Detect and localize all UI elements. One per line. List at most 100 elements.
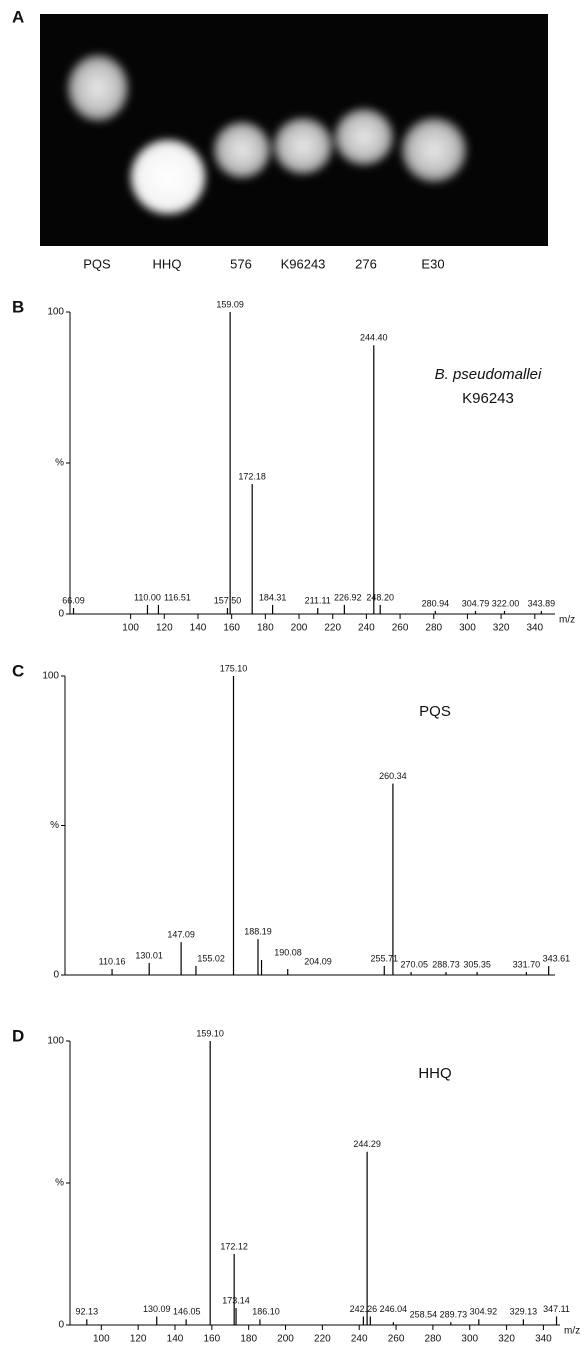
peak-label: 289.73	[440, 1310, 468, 1320]
x-tick-label: 160	[223, 623, 240, 634]
spot	[213, 121, 271, 179]
panel-letter: D	[12, 1026, 24, 1045]
peak-label: 146.05	[173, 1307, 201, 1317]
x-tick-label: 280	[425, 623, 442, 634]
peak-label: 226.92	[334, 592, 362, 602]
x-tick-label: 180	[240, 1334, 257, 1345]
peak-label: 270.05	[401, 959, 429, 969]
x-tick-label: 340	[526, 623, 543, 634]
peak-label: 186.10	[252, 1307, 280, 1317]
lane-label: 576	[230, 256, 252, 271]
peak-label: 322.00	[492, 598, 520, 608]
spot	[273, 117, 333, 175]
peak-label: 190.08	[274, 947, 302, 957]
peak-label: 329.13	[510, 1307, 538, 1317]
spot	[334, 108, 394, 166]
x-axis-label: m/z	[564, 1326, 580, 1337]
y-tick-label: 100	[47, 307, 64, 318]
x-tick-label: 320	[493, 623, 510, 634]
peak-label: 159.09	[216, 299, 244, 309]
x-tick-label: 180	[257, 623, 274, 634]
x-tick-label: 280	[425, 1334, 442, 1345]
peak-label: 147.09	[167, 929, 195, 939]
y-tick-label: 0	[53, 970, 59, 981]
x-tick-label: 100	[93, 1334, 110, 1345]
lane-label: K96243	[281, 256, 326, 271]
peak-label: 66.09	[62, 595, 85, 605]
x-tick-label: 300	[459, 623, 476, 634]
peak-label: 188.19	[244, 926, 272, 936]
peak-label: 92.13	[76, 1307, 99, 1317]
panel-letter: C	[12, 661, 24, 680]
x-tick-label: 200	[277, 1334, 294, 1345]
y-tick-label: 0	[58, 1320, 64, 1331]
x-tick-label: 160	[203, 1334, 220, 1345]
y-tick-label: %	[50, 820, 59, 831]
peak-label: 244.29	[353, 1139, 381, 1149]
x-tick-label: 220	[324, 623, 341, 634]
peak-label: 116.51	[164, 592, 191, 602]
peak-label: 288.73	[432, 959, 460, 969]
lane-label: PQS	[83, 256, 111, 271]
y-tick-label: 0	[58, 609, 64, 620]
lane-label: HHQ	[153, 256, 182, 271]
x-tick-label: 200	[291, 623, 308, 634]
annotation: HHQ	[418, 1065, 451, 1082]
peak-label: 246.04	[380, 1304, 408, 1314]
x-tick-label: 260	[388, 1334, 405, 1345]
peak-label: 175.10	[220, 663, 248, 673]
peak-label: 211.11	[305, 595, 331, 605]
peak-label: 242.26	[350, 1304, 378, 1314]
y-tick-label: 100	[42, 671, 59, 682]
annotation: K96243	[462, 390, 514, 407]
x-tick-label: 100	[122, 623, 139, 634]
y-tick-label: %	[55, 1178, 64, 1189]
x-tick-label: 120	[130, 1334, 147, 1345]
x-tick-label: 220	[314, 1334, 331, 1345]
peak-label: 304.79	[462, 598, 490, 608]
peak-label: 331.70	[513, 959, 541, 969]
x-tick-label: 240	[358, 623, 375, 634]
peak-label: 173.14	[222, 1295, 250, 1305]
figure: A PQSHHQ576K96243276E30 B0%1001001201401…	[0, 0, 587, 1346]
peak-label: 155.02	[197, 953, 225, 963]
peak-label: 157.50	[214, 595, 242, 605]
peak-label: 184.31	[259, 592, 287, 602]
y-tick-label: %	[55, 458, 64, 469]
y-tick-label: 100	[47, 1036, 64, 1047]
peak-label: 130.01	[135, 950, 163, 960]
peak-label: 172.12	[220, 1241, 248, 1251]
peak-label: 110.16	[99, 956, 126, 966]
peak-label: 110.00	[134, 592, 161, 602]
peak-label: 343.89	[528, 598, 556, 608]
peak-label: 343.61	[543, 953, 571, 963]
x-axis-label: m/z	[559, 615, 575, 626]
peak-label: 258.54	[410, 1310, 438, 1320]
x-tick-label: 320	[498, 1334, 515, 1345]
x-tick-label: 120	[156, 623, 173, 634]
peak-label: 248.20	[366, 592, 394, 602]
spot	[67, 54, 129, 122]
x-tick-label: 260	[392, 623, 409, 634]
peak-label: 130.09	[143, 1304, 171, 1314]
peak-label: 260.34	[379, 771, 407, 781]
peak-label: 305.35	[463, 959, 491, 969]
lane-label: E30	[421, 256, 444, 271]
peak-label: 244.40	[360, 333, 388, 343]
spot	[401, 117, 467, 183]
x-tick-label: 340	[535, 1334, 552, 1345]
peak-label: 280.94	[422, 598, 450, 608]
x-tick-label: 140	[190, 623, 207, 634]
peak-label: 347.11	[543, 1304, 570, 1314]
peak-label: 204.09	[304, 956, 332, 966]
x-tick-label: 240	[351, 1334, 368, 1345]
peak-label: 159.10	[196, 1028, 224, 1038]
panel-letter: A	[12, 7, 24, 26]
lane-labels: PQS HHQ 576 K96243 276 E30	[83, 256, 444, 271]
spot	[130, 139, 206, 215]
peak-label: 255.71	[371, 953, 399, 963]
annotation: PQS	[419, 703, 451, 720]
x-tick-label: 140	[167, 1334, 184, 1345]
peak-label: 304.92	[470, 1307, 498, 1317]
lane-label: 276	[355, 256, 377, 271]
